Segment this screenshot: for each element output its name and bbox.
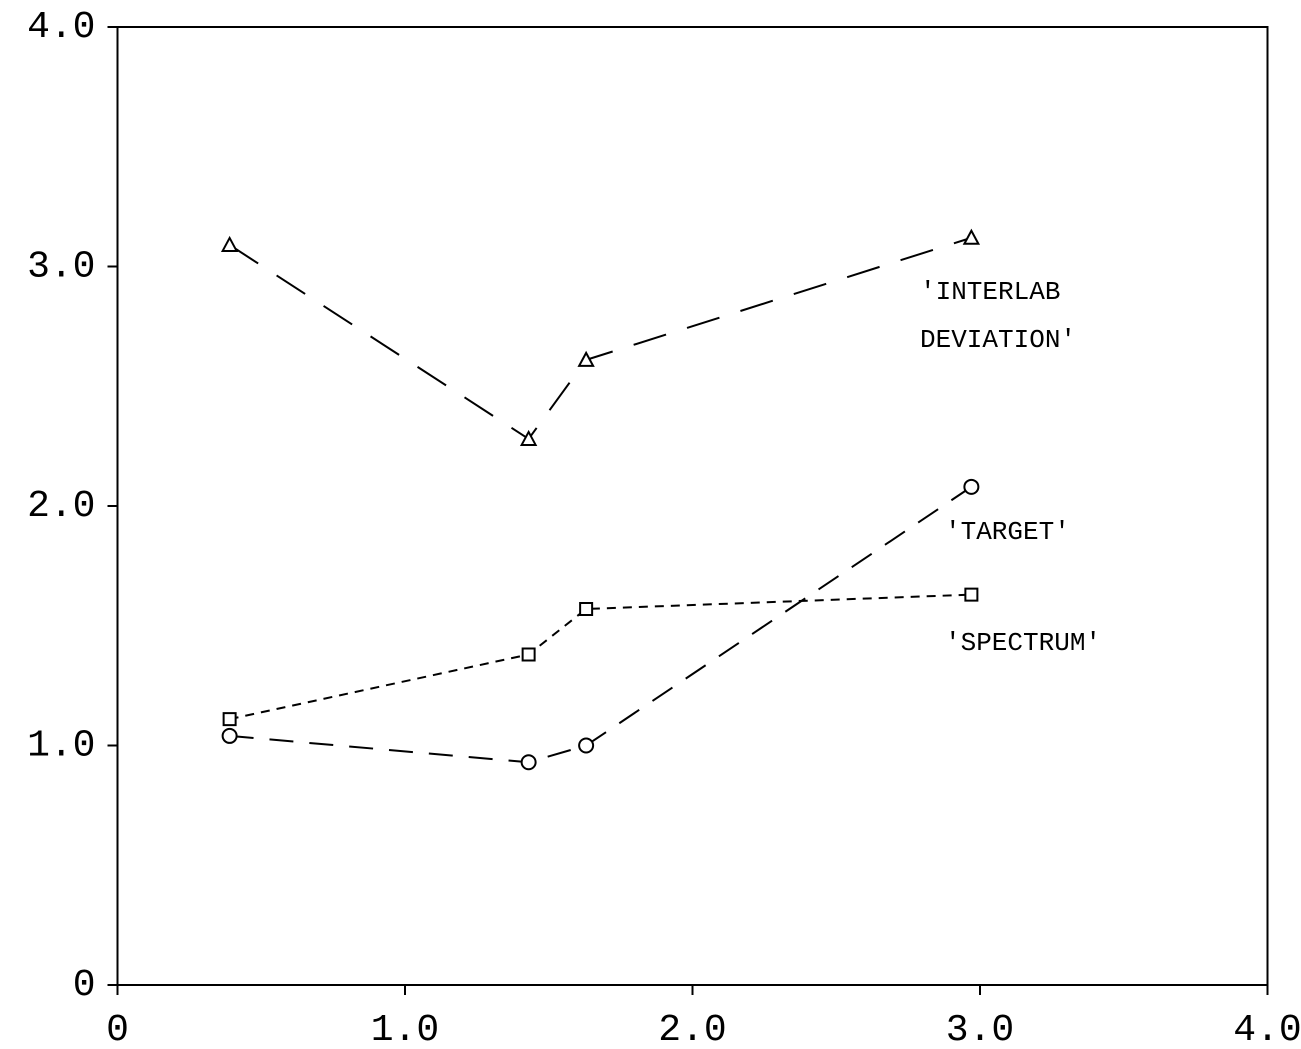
point-marker bbox=[577, 350, 595, 367]
y-tick-label: 2.0 bbox=[27, 485, 95, 528]
point-marker bbox=[519, 429, 538, 446]
point-marker bbox=[963, 478, 980, 495]
series-label: DEVIATION' bbox=[920, 325, 1076, 355]
point-marker bbox=[220, 235, 239, 252]
x-tick-label: 2.0 bbox=[658, 1009, 726, 1049]
series-label: 'TARGET' bbox=[945, 517, 1070, 547]
x-tick-label: 1.0 bbox=[371, 1009, 439, 1049]
point-marker bbox=[222, 712, 237, 727]
x-tick-label: 3.0 bbox=[946, 1009, 1014, 1049]
series-line bbox=[229, 236, 972, 441]
point-marker bbox=[962, 228, 981, 245]
point-marker bbox=[521, 647, 536, 662]
x-tick-label: 4.0 bbox=[1233, 1009, 1301, 1049]
y-tick-label: 4.0 bbox=[27, 6, 95, 49]
point-marker bbox=[964, 587, 979, 602]
series-label: 'SPECTRUM' bbox=[945, 628, 1101, 658]
point-marker bbox=[221, 727, 238, 744]
y-tick-label: 1.0 bbox=[27, 725, 95, 768]
y-tick-label: 0 bbox=[73, 964, 96, 1007]
point-marker bbox=[579, 601, 594, 616]
series-label: 'INTERLAB bbox=[920, 277, 1060, 307]
series-line bbox=[229, 593, 972, 721]
x-tick-label: 0 bbox=[106, 1009, 129, 1049]
plot-frame bbox=[116, 26, 1269, 986]
series-line bbox=[229, 486, 972, 764]
y-tick-label: 3.0 bbox=[27, 246, 95, 289]
point-marker bbox=[520, 754, 537, 771]
point-marker bbox=[578, 737, 595, 754]
